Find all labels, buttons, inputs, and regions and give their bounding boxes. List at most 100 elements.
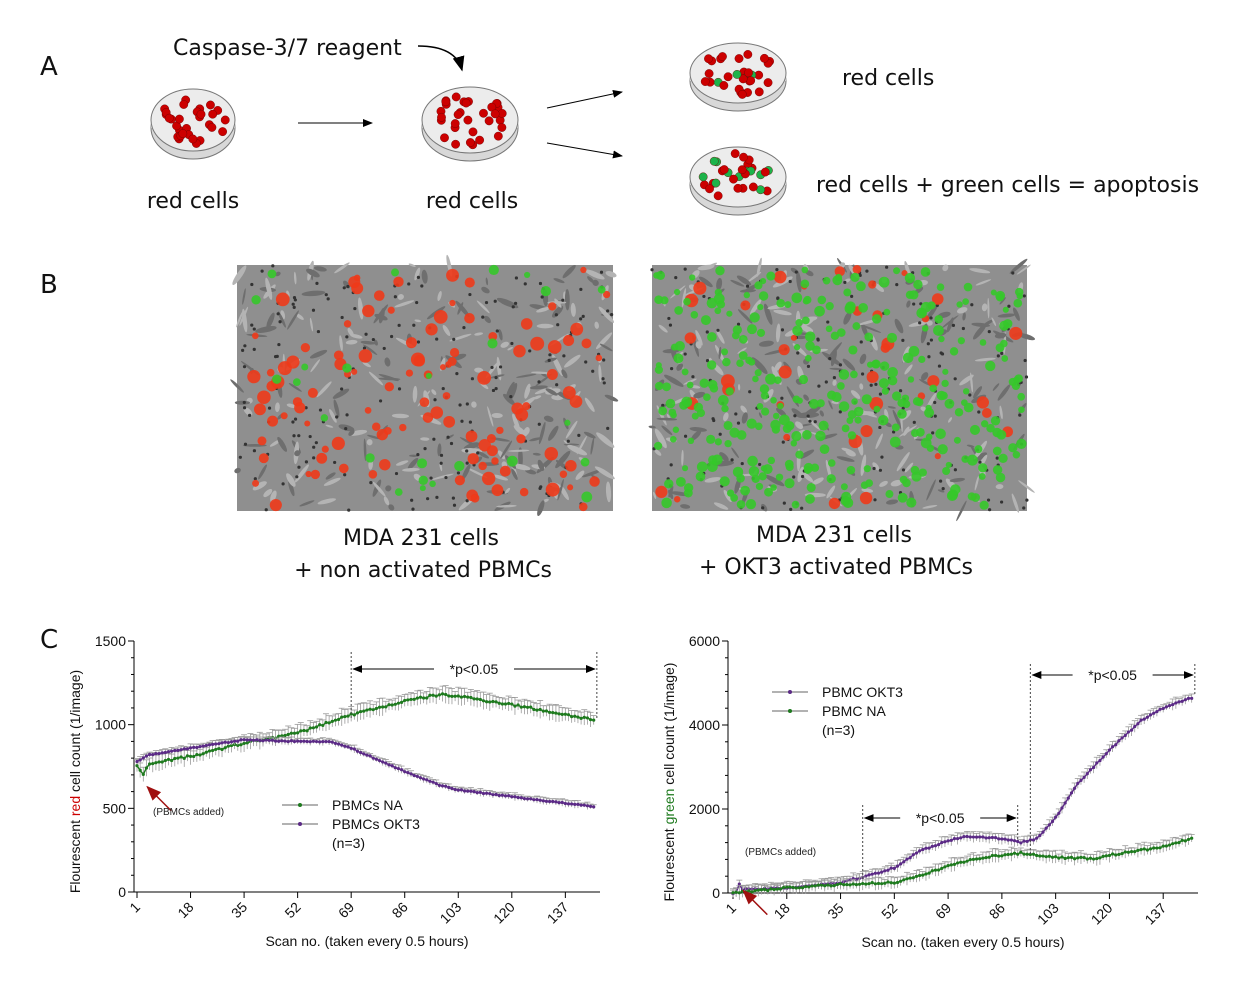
data-point (1126, 850, 1131, 854)
cell-dot (734, 54, 744, 63)
cell-shape (357, 297, 364, 320)
pbmc-dot (248, 413, 252, 417)
red-cell (446, 268, 459, 282)
data-point (1085, 857, 1089, 861)
cell-shape (698, 276, 713, 288)
data-point (576, 715, 580, 719)
cell-shape (347, 327, 354, 337)
data-point (264, 738, 268, 742)
data-point (905, 877, 909, 881)
pbmc-dot (885, 265, 889, 269)
data-point (823, 884, 827, 888)
green-cell (770, 484, 777, 491)
pbmc-dot (397, 323, 401, 327)
pbmc-dot (451, 496, 455, 500)
cell-dot (709, 156, 719, 166)
pbmc-dot (718, 432, 722, 436)
cell-dot (465, 138, 475, 147)
green-cell (581, 491, 593, 503)
micrograph-okt3-activated (648, 257, 1036, 522)
x-tick-label: 18 (771, 900, 793, 922)
data-point (731, 891, 735, 895)
cell-shape (654, 449, 662, 456)
cell-dot (206, 100, 215, 110)
data-point (952, 837, 957, 841)
cell-shape (545, 388, 558, 396)
data-point (387, 763, 391, 767)
red-cell (305, 470, 312, 478)
cell-shape (383, 496, 390, 506)
green-cell (674, 306, 683, 315)
data-point (141, 756, 145, 760)
cell-shape (751, 357, 768, 374)
cell-dot (174, 114, 184, 124)
pbmc-dot (712, 418, 716, 423)
data-point (500, 702, 504, 706)
data-point (968, 858, 972, 862)
data-point (478, 697, 482, 702)
data-point (782, 885, 786, 890)
red-cell (258, 453, 269, 464)
red-cell (693, 281, 707, 295)
data-point (475, 697, 479, 701)
cell-shape (265, 277, 273, 300)
data-point (497, 701, 501, 705)
data-point (1171, 703, 1175, 707)
red-cell (927, 375, 940, 388)
data-point (173, 748, 177, 753)
red-cell (740, 300, 751, 311)
data-point (1123, 733, 1127, 738)
cell-shape (648, 425, 656, 429)
data-point (759, 888, 764, 892)
data-point (1088, 768, 1093, 772)
cell-shape (690, 430, 702, 441)
data-point (971, 835, 976, 839)
green-cell (889, 436, 901, 448)
cell-shape (737, 309, 753, 324)
data-point (522, 797, 527, 801)
red-cell (603, 290, 611, 299)
cell-shape (830, 349, 837, 367)
cell-shape (763, 303, 773, 325)
data-point (563, 712, 567, 716)
data-point (1000, 837, 1004, 841)
data-point (192, 745, 196, 749)
pbmc-dot (276, 312, 280, 316)
data-point (173, 756, 177, 761)
pbmc-dot (312, 456, 316, 460)
data-point (1180, 699, 1184, 703)
red-cell (307, 387, 318, 398)
pbmc-dot (344, 426, 348, 431)
x-tick-label: 18 (174, 899, 196, 921)
cell-shape (1009, 258, 1028, 274)
data-point (302, 739, 306, 743)
green-cell (654, 441, 663, 450)
red-cell (422, 412, 434, 423)
pbmc-dot (514, 276, 519, 280)
data-point (870, 872, 874, 876)
cell-shape (582, 469, 603, 478)
cell-shape (518, 447, 523, 469)
pbmc-dot (242, 365, 247, 369)
pbmc-dot (730, 458, 734, 462)
cell-shape (421, 269, 428, 284)
x-tick-label: 120 (1088, 900, 1116, 928)
green-cell (864, 332, 874, 342)
data-point (1044, 855, 1048, 859)
data-point (1107, 853, 1112, 858)
data-point (1145, 715, 1149, 719)
green-cell (937, 444, 948, 455)
green-cell (963, 282, 973, 292)
pbmc-dot (776, 297, 780, 301)
pbmc-dot (452, 337, 456, 341)
green-cell (429, 480, 436, 488)
data-point (873, 882, 877, 886)
data-point (1006, 838, 1010, 842)
green-cell (662, 382, 671, 392)
red-cell (316, 452, 328, 464)
cell-shape (329, 409, 337, 423)
red-cell (513, 344, 526, 358)
cell-shape (508, 449, 530, 452)
green-cell (800, 279, 810, 289)
cell-shape (598, 364, 602, 383)
